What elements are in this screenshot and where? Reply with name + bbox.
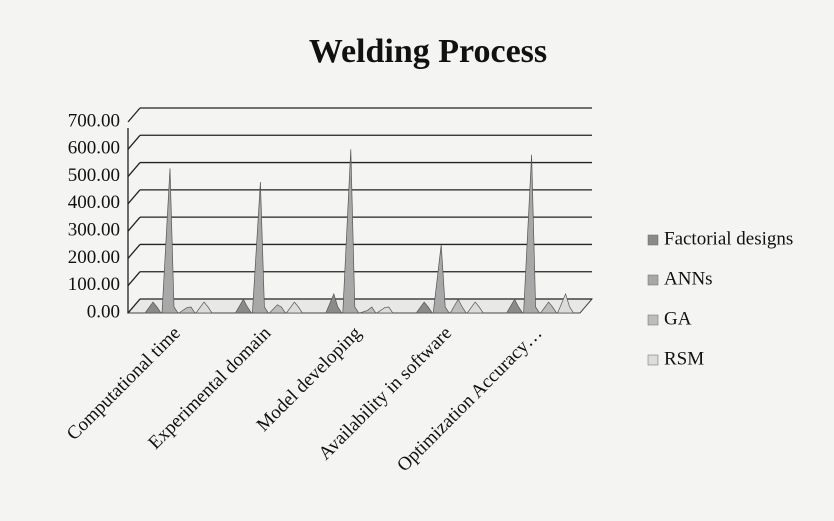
grid-line <box>127 298 141 314</box>
y-tick-label: 500.00 <box>68 165 120 186</box>
y-tick-label: 200.00 <box>68 247 120 268</box>
bar <box>432 244 450 314</box>
bar <box>539 301 558 314</box>
y-tick-label: 300.00 <box>68 220 120 241</box>
bar <box>252 182 270 314</box>
bar <box>449 298 467 314</box>
legend-label: ANNs <box>664 268 713 289</box>
bar <box>144 301 162 314</box>
bar <box>268 304 287 314</box>
legend-swatch <box>647 354 659 366</box>
grid-line <box>127 216 141 232</box>
legend-label: RSM <box>664 348 704 369</box>
bar <box>557 292 575 314</box>
bar <box>161 168 179 314</box>
y-tick-label: 0.00 <box>87 301 120 322</box>
bar <box>415 301 433 314</box>
grid-line <box>127 107 141 123</box>
bar <box>325 292 343 314</box>
bar <box>466 301 484 314</box>
legend-swatch <box>647 234 659 246</box>
bar <box>177 306 196 314</box>
chart-title: Welding Process <box>309 33 547 70</box>
grid-line <box>127 244 141 259</box>
bar <box>234 298 253 314</box>
bar <box>523 154 541 314</box>
grid-line <box>127 189 141 205</box>
grid-line <box>127 271 141 287</box>
bar <box>342 149 360 314</box>
bar <box>359 306 377 314</box>
legend-label: GA <box>664 308 692 329</box>
legend-label: Factorial designs <box>664 228 793 249</box>
y-tick-label: 600.00 <box>68 138 120 159</box>
bar <box>285 301 304 314</box>
grid-line <box>127 162 141 177</box>
x-tick-label: Optimization Accuracy… <box>393 323 546 476</box>
bar <box>195 301 213 314</box>
y-tick-label: 100.00 <box>68 274 120 295</box>
legend-swatch <box>647 314 659 326</box>
bar <box>375 306 394 314</box>
legend-swatch <box>647 274 659 286</box>
y-tick-label: 400.00 <box>68 192 120 213</box>
grid-line <box>127 134 141 150</box>
bar <box>505 298 524 314</box>
y-tick-label: 700.00 <box>68 110 120 131</box>
